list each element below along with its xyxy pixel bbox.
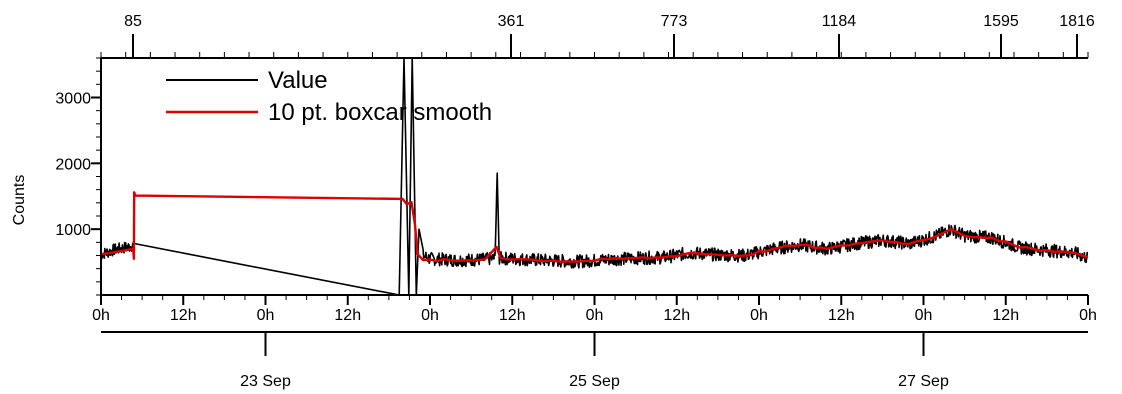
y-axis-tick-label: 3000 (55, 91, 91, 108)
x-axis-tick-label: 12h (663, 307, 690, 324)
date-axis-tick-label: 25 Sep (569, 373, 620, 390)
legend: Value 10 pt. boxcar smooth (166, 67, 492, 126)
x-axis-tick-label: 12h (992, 307, 1019, 324)
y-axis-title: Counts (11, 175, 28, 226)
y-axis: 1000 2000 3000 (55, 57, 102, 296)
top-axis-tick-label: 1595 (983, 13, 1019, 30)
x-axis-tick-label: 0h (915, 307, 933, 324)
x-axis-tick-label: 0h (92, 307, 110, 324)
top-axis-tick-label: 85 (124, 13, 142, 30)
y-axis-tick-label: 1000 (55, 222, 91, 239)
x-axis-tick-label: 0h (1079, 307, 1097, 324)
series-line-smooth (101, 191, 1088, 263)
date-axis: 23 Sep 25 Sep 27 Sep (101, 331, 1088, 390)
y-axis-tick-label: 2000 (55, 156, 91, 173)
x-axis-tick-label: 12h (334, 307, 361, 324)
plot-area (101, 58, 1088, 295)
x-axis-tick-label: 12h (828, 307, 855, 324)
x-axis-tick-label: 12h (170, 307, 197, 324)
x-axis: 0h 12h 0h 12h 0h 12h 0h 12h 0h 12h 0h 12h 0h (92, 294, 1097, 324)
x-axis-tick-label: 12h (499, 307, 526, 324)
top-axis: 85 361 773 1184 1595 1816 (100, 13, 1095, 59)
top-axis-tick-label: 1816 (1059, 13, 1095, 30)
x-axis-tick-label: 0h (750, 307, 768, 324)
top-axis-tick-label: 1184 (822, 13, 857, 30)
date-axis-tick-label: 23 Sep (240, 373, 291, 390)
legend-label: 10 pt. boxcar smooth (268, 99, 492, 126)
x-axis-tick-label: 0h (257, 307, 275, 324)
top-axis-tick-label: 773 (661, 13, 688, 30)
top-axis-tick-label: 361 (498, 13, 525, 30)
date-axis-tick-label: 27 Sep (898, 373, 949, 390)
series-line-value (101, 58, 1088, 295)
x-axis-tick-label: 0h (586, 307, 604, 324)
x-axis-tick-label: 0h (421, 307, 439, 324)
legend-label: Value (268, 67, 328, 94)
